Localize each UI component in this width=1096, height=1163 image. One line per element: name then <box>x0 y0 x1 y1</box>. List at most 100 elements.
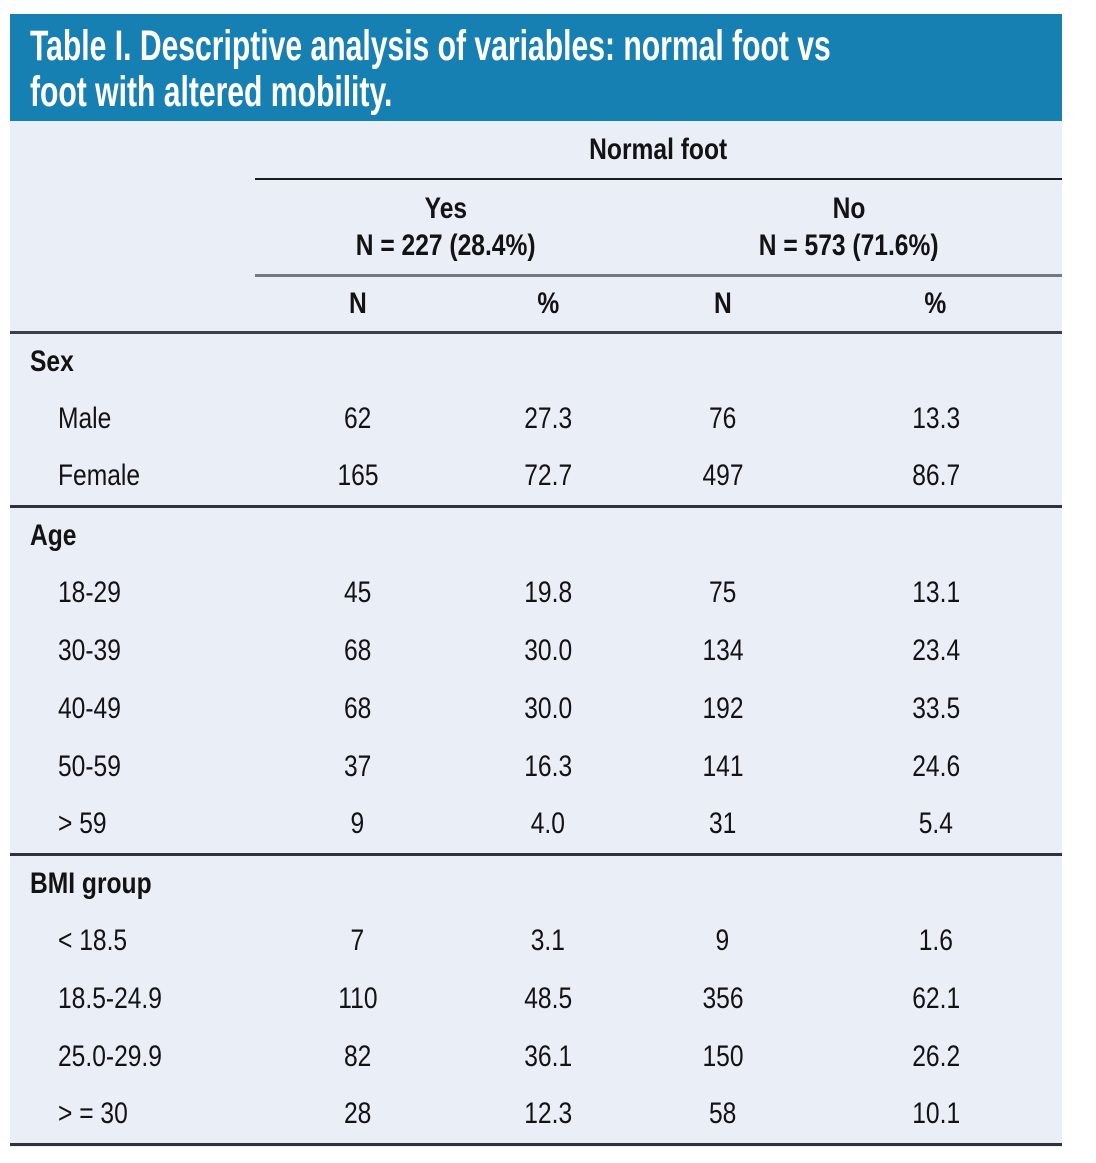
table-cell: < 18.5 <box>10 912 255 970</box>
table-cell: 25.0-29.9 <box>10 1028 255 1086</box>
subgroup-no-label: No <box>832 191 866 225</box>
cell-value: 37 <box>343 750 372 783</box>
row-label: 30-39 <box>58 634 121 667</box>
table-cell: 7 <box>255 912 460 970</box>
table-cell: Male <box>10 390 255 448</box>
table-cell: 23.4 <box>809 622 1062 680</box>
group-header-label: Normal foot <box>589 132 728 166</box>
table-cell: > 59 <box>10 796 255 854</box>
cell-value: 23.4 <box>911 634 960 667</box>
subgroup-yes-count: N = 227 (28.4%) <box>355 228 536 262</box>
row-label: Male <box>58 402 112 435</box>
cell-value: 1.6 <box>918 924 953 957</box>
row-label: Female <box>58 459 141 493</box>
table-cell: 40-49 <box>10 680 255 738</box>
table-cell: 75 <box>636 564 810 622</box>
table-row: > 59 9 4.0 31 5.4 <box>10 796 1062 854</box>
cell-value: 356 <box>702 982 744 1015</box>
table-cell: 30.0 <box>460 622 636 680</box>
cell-value: 30.0 <box>524 634 573 667</box>
cell-value: 86.7 <box>911 459 960 493</box>
row-label: 40-49 <box>58 692 121 725</box>
table-cell: 26.2 <box>809 1028 1062 1086</box>
cell-value: 165 <box>337 459 379 493</box>
column-header-n-yes: N <box>348 286 367 320</box>
table-title-line-2: foot with altered mobility. <box>30 68 393 116</box>
table-cell: 37 <box>255 738 460 796</box>
table-cell: 9 <box>636 912 810 970</box>
table-cell: 10.1 <box>809 1086 1062 1146</box>
cell-value: 45 <box>343 576 372 609</box>
cell-value: 76 <box>709 402 737 435</box>
table-cell: 45 <box>255 564 460 622</box>
data-table-area: Normal foot Yes N = 227 (28.4%) No N = 5… <box>10 121 1062 1147</box>
row-label: < 18.5 <box>58 924 128 957</box>
cell-value: 12.3 <box>524 1097 573 1131</box>
table-cell: 58 <box>635 1086 810 1146</box>
table-cell: Age <box>10 504 1062 564</box>
table-cell: 134 <box>636 622 810 680</box>
table-cell: 68 <box>255 680 460 738</box>
table-cell: 76 <box>636 390 810 448</box>
cell-value: 26.2 <box>911 1040 960 1073</box>
table-cell: 4.0 <box>460 796 636 854</box>
cell-value: 5.4 <box>918 807 953 841</box>
cell-value: 4.0 <box>530 807 566 841</box>
table-header: Normal foot Yes N = 227 (28.4%) No N = 5… <box>10 121 1062 334</box>
table-cell: 110 <box>255 970 460 1028</box>
section-label: BMI group <box>30 866 152 900</box>
cell-value: 110 <box>338 982 378 1015</box>
table-row: 50-59 37 16.3 141 24.6 <box>10 738 1062 796</box>
cell-value: 19.8 <box>524 576 573 609</box>
table-cell: 18.5-24.9 <box>10 970 255 1028</box>
cell-value: 62 <box>343 402 372 435</box>
cell-value: 82 <box>343 1040 372 1073</box>
page-content: Table I. Descriptive analysis of variabl… <box>10 14 1062 1147</box>
cell-value: 36.1 <box>524 1040 573 1073</box>
section-header-sex: Sex <box>10 332 1062 390</box>
row-label: 18.5-24.9 <box>58 982 162 1015</box>
table-cell: 30.0 <box>460 680 636 738</box>
cell-value: 9 <box>350 807 365 841</box>
cell-value: 31 <box>709 807 737 841</box>
cell-value: 16.3 <box>524 750 573 783</box>
table-body: Sex Male 62 27.3 76 13.3 Female 165 72.7… <box>10 332 1062 1146</box>
table-cell: 1.6 <box>809 912 1062 970</box>
column-header-pct-no: % <box>924 286 947 320</box>
row-label: 25.0-29.9 <box>58 1040 162 1073</box>
cell-value: 7 <box>350 924 365 957</box>
table-cell: % <box>460 275 636 334</box>
cell-value: 497 <box>702 459 744 493</box>
table-cell: 86.7 <box>809 448 1062 506</box>
cell-value: 68 <box>343 634 372 667</box>
table-row: 30-39 68 30.0 134 23.4 <box>10 622 1062 680</box>
table-cell: Sex <box>10 332 1062 390</box>
cell-value: 9 <box>715 924 730 957</box>
table-cell: 48.5 <box>460 970 636 1028</box>
table-cell: 16.3 <box>460 738 636 796</box>
table-cell: 13.3 <box>809 390 1062 448</box>
table-cell: Normal foot <box>255 121 1062 180</box>
cell-value: 3.1 <box>530 924 566 957</box>
subgroup-no-count: N = 573 (71.6%) <box>759 228 939 262</box>
table-cell: 28 <box>255 1086 461 1146</box>
section-header-age: Age <box>10 504 1062 564</box>
table-cell: No N = 573 (71.6%) <box>635 179 1062 277</box>
table-cell: 27.3 <box>460 390 636 448</box>
cell-value: 134 <box>702 634 744 667</box>
subgroup-yes-label: Yes <box>424 191 467 225</box>
cell-value: 28 <box>343 1097 372 1131</box>
table-cell <box>10 275 256 334</box>
subgroup-header-row: Yes N = 227 (28.4%) No N = 573 (71.6%) <box>10 179 1062 277</box>
column-header-row: N % N % <box>10 275 1062 334</box>
table-row: > = 30 28 12.3 58 10.1 <box>10 1086 1062 1146</box>
cell-value: 13.3 <box>911 402 960 435</box>
row-label: 18-29 <box>58 576 121 609</box>
table-cell: 165 <box>255 448 460 506</box>
table-cell <box>10 179 255 275</box>
section-header-bmi: BMI group <box>10 852 1062 912</box>
table-cell: 82 <box>255 1028 460 1086</box>
table-cell: 9 <box>255 796 460 854</box>
cell-value: 13.1 <box>911 576 960 609</box>
table-row: Female 165 72.7 497 86.7 <box>10 448 1062 506</box>
